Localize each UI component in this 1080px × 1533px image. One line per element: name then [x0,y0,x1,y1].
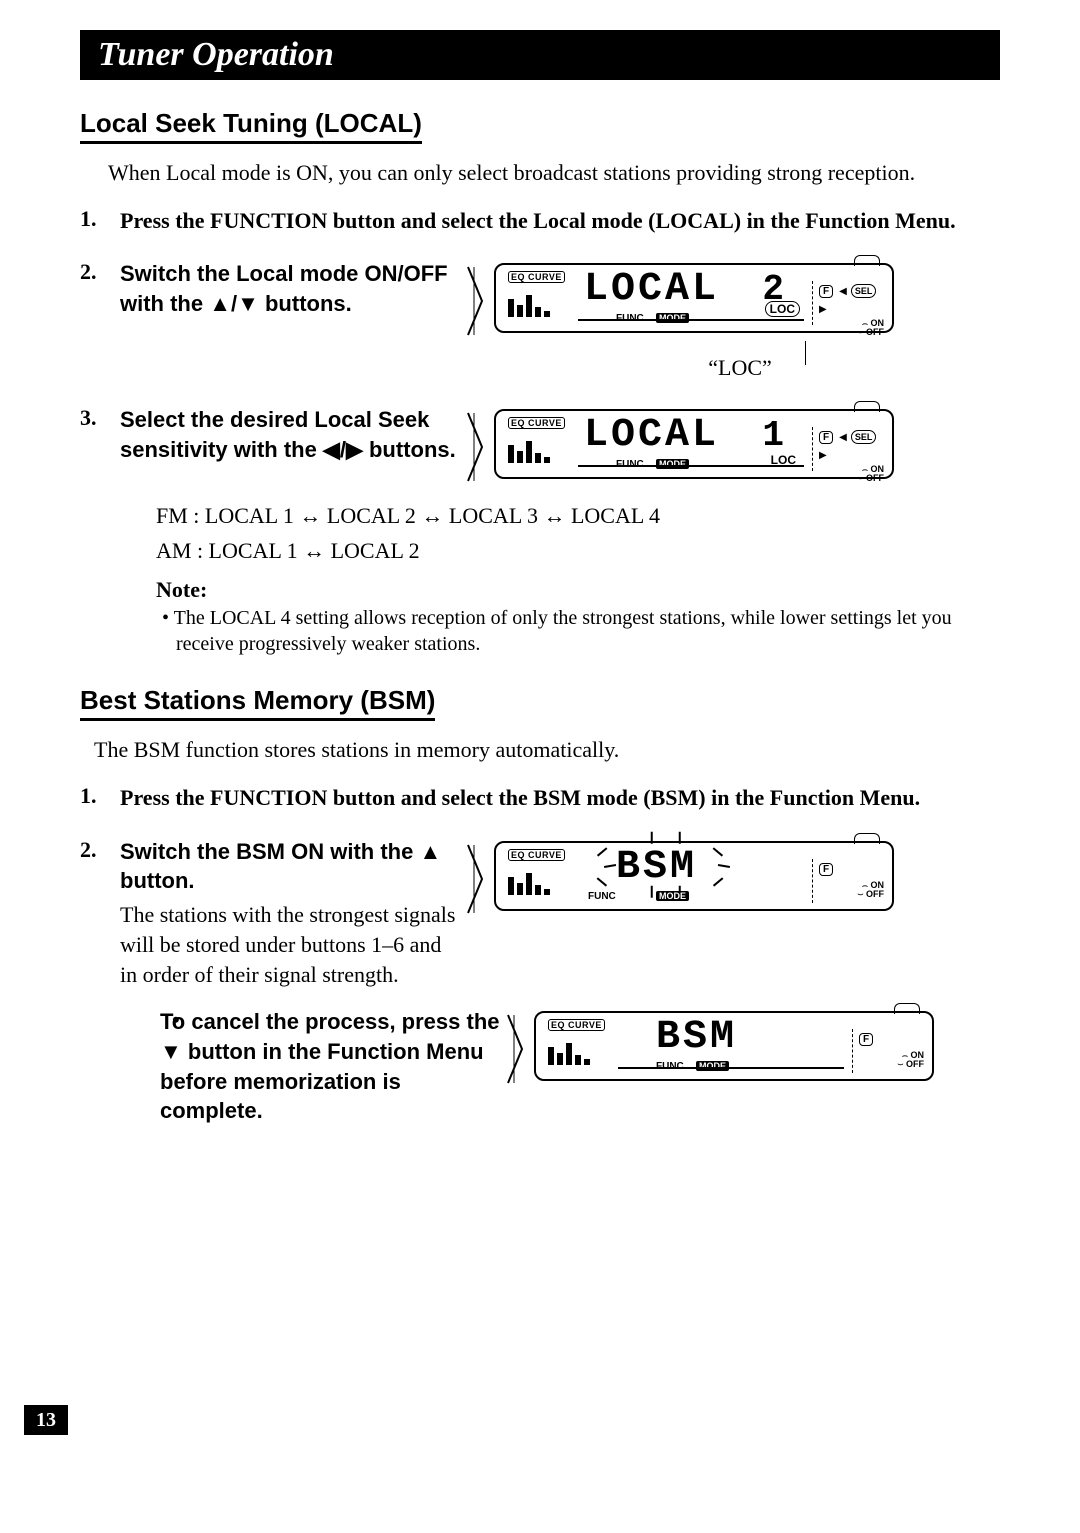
bsm-steps: 1. Press the FUNCTION button and select … [80,783,1000,1126]
chevron-icon [466,265,486,337]
step-text: To cancel the process, press the ▼ butto… [160,1007,500,1126]
pointer-line [805,341,807,365]
header-bar: Tuner Operation [80,30,1000,80]
f-badge: F [819,863,833,876]
eq-bars-icon [508,435,566,463]
eq-bars-icon [508,867,566,895]
off-label: OFF [866,327,884,337]
lcd-panel-bsm-plain: EQ CURVE BSM FUNC MODE F [520,1007,1000,1097]
step-number: 1. [80,206,97,232]
section-bsm: Best Stations Memory (BSM) The BSM funct… [80,685,1000,1126]
lcd-right-indicators: F ⌢ ON ⌣ OFF [852,1029,924,1073]
bsm-step-1: 1. Press the FUNCTION button and select … [80,783,1000,813]
local-steps: 1. Press the FUNCTION button and select … [80,206,1000,658]
eq-bars-icon [548,1037,606,1065]
lcd-level-number: 1 [762,415,784,456]
f-badge: F [859,1033,873,1046]
lcd-main-text: LOCAL [584,413,719,458]
header-title: Tuner Operation [98,36,334,73]
lcd-top-tab [854,833,880,844]
f-badge: F [819,285,833,298]
section-title-bsm: Best Stations Memory (BSM) [80,685,435,721]
bsm-cancel-step: • To cancel the process, press the ▼ but… [120,1007,1000,1126]
note-label: Note: [156,577,1000,603]
off-arrow-icon: ⌣ [858,473,864,483]
lcd-panel-bsm-blink: EQ CURVE BSM [480,837,1000,927]
step-number: 2. [80,259,97,285]
step-text: Press the FUNCTION button and select the… [120,783,1000,813]
step-number: 3. [80,405,97,431]
loc-caption: “LOC” [480,355,1000,381]
lcd-panel-local-onoff: EQ CURVE LOCAL 2 FUNC MODE LOC [480,259,1000,381]
step-number: 1. [80,783,97,809]
off-arrow-icon: ⌣ [858,889,864,899]
lcd-divider [578,319,804,321]
bullet-icon: • [172,1007,180,1033]
am-levels: AM : LOCAL 1 ↔ LOCAL 2 [156,534,1000,567]
sel-arrow-left-icon: ◀ [839,286,847,297]
mode-label: MODE [656,313,689,323]
eq-curve-label: EQ CURVE [508,849,565,861]
lcd-divider [618,1067,844,1069]
step-text: Press the FUNCTION button and select the… [120,206,1000,236]
local-step-3: 3. Select the desired Local Seek sensiti… [80,405,1000,657]
sel-badge: SEL [851,430,877,444]
lcd-right-indicators: F ◀ SEL ▶ ⌢ ON ⌣ OFF [812,281,884,325]
lcd-frame: EQ CURVE LOCAL 1 FUNC MODE LOC [494,409,894,479]
section-local: Local Seek Tuning (LOCAL) When Local mod… [80,108,1000,657]
lcd-main-text: LOCAL [584,267,719,312]
off-label: OFF [866,473,884,483]
lcd-right-indicators: F ⌢ ON ⌣ OFF [812,859,884,903]
lcd-top-tab [894,1003,920,1014]
local-step-1: 1. Press the FUNCTION button and select … [80,206,1000,236]
sel-badge: SEL [851,284,877,298]
manual-page: Tuner Operation Local Seek Tuning (LOCAL… [0,0,1080,1533]
step-subtext: The stations with the strongest signals … [120,900,460,989]
fm-levels: FM : LOCAL 1 ↔ LOCAL 2 ↔ LOCAL 3 ↔ LOCAL… [156,499,1000,532]
page-number: 13 [24,1405,68,1435]
off-label: OFF [866,889,884,899]
step-text: Switch the Local mode ON/OFF with the ▲/… [120,259,460,318]
chevron-icon [466,843,486,915]
bsm-step-2: 2. Switch the BSM ON with the ▲ button. … [80,837,1000,1126]
eq-curve-label: EQ CURVE [508,271,565,283]
section-title-local: Local Seek Tuning (LOCAL) [80,108,422,144]
chevron-icon [506,1013,526,1085]
off-arrow-icon: ⌣ [858,327,864,337]
mode-label: MODE [656,459,689,469]
sel-arrow-right-icon: ▶ [819,450,827,461]
lcd-frame: EQ CURVE BSM [494,841,894,911]
lcd-frame: EQ CURVE BSM FUNC MODE F [534,1011,934,1081]
local-step-2: 2. Switch the Local mode ON/OFF with the… [80,259,1000,381]
lcd-panel-local-level: EQ CURVE LOCAL 1 FUNC MODE LOC [480,405,1000,495]
off-arrow-icon: ⌣ [898,1059,904,1069]
eq-curve-label: EQ CURVE [508,417,565,429]
step-number: 2. [80,837,97,863]
bsm-intro: The BSM function stores stations in memo… [94,735,1000,765]
lcd-top-tab [854,401,880,412]
off-label: OFF [906,1059,924,1069]
loc-indicator: LOC [771,453,796,467]
sel-arrow-left-icon: ◀ [839,432,847,443]
lcd-right-indicators: F ◀ SEL ▶ ⌢ ON ⌣ OFF [812,427,884,471]
sel-arrow-right-icon: ▶ [819,304,827,315]
step-text: Switch the BSM ON with the ▲ button. [120,837,460,896]
lcd-frame: EQ CURVE LOCAL 2 FUNC MODE LOC [494,263,894,333]
eq-bars-icon [508,289,566,317]
mode-label: MODE [696,1061,729,1071]
lcd-main-text: BSM [616,845,697,890]
step-text: Select the desired Local Seek sensitivit… [120,405,460,464]
f-badge: F [819,431,833,444]
note-body: The LOCAL 4 setting allows reception of … [176,605,1000,657]
local-intro: When Local mode is ON, you can only sele… [108,158,1000,188]
func-label: FUNC [588,891,616,902]
loc-badge: LOC [765,301,800,317]
lcd-main-text: BSM [656,1015,737,1060]
chevron-icon [466,411,486,483]
eq-curve-label: EQ CURVE [548,1019,605,1031]
lcd-top-tab [854,255,880,266]
mode-label: MODE [656,891,689,901]
